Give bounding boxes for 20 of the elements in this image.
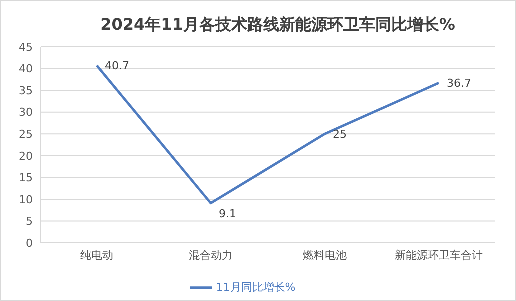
- y-tick-label: 40: [19, 62, 33, 76]
- legend-label: 11月同比增长%: [216, 281, 296, 294]
- x-tick-label: 燃料电池: [303, 248, 347, 262]
- x-tick-label: 混合动力: [189, 248, 233, 262]
- data-label: 25: [333, 128, 347, 142]
- data-label: 36.7: [447, 77, 472, 90]
- y-tick-label: 10: [19, 193, 33, 206]
- y-tick-label: 35: [19, 84, 33, 98]
- y-tick-label: 25: [19, 128, 33, 142]
- y-tick-label: 20: [19, 150, 33, 163]
- chart-title: 2024年11月各技术路线新能源环卫车同比增长%: [100, 15, 456, 36]
- data-label: 9.1: [219, 207, 236, 220]
- data-label: 40.7: [105, 60, 130, 73]
- y-tick-label: 15: [19, 172, 33, 185]
- y-tick-label: 45: [19, 40, 33, 54]
- y-tick-label: 0: [26, 236, 33, 250]
- x-tick-label: 新能源环卫车合计: [395, 248, 483, 262]
- y-tick-label: 5: [26, 215, 33, 228]
- y-tick-label: 30: [19, 106, 33, 120]
- x-tick-label: 纯电动: [80, 248, 114, 262]
